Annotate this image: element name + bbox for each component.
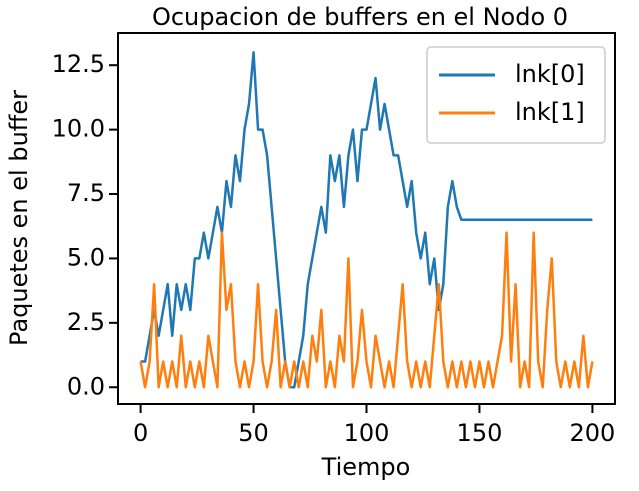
- y-tick-label: 2.5: [67, 308, 105, 336]
- legend-label: lnk[1]: [515, 98, 585, 126]
- x-tick-label: 50: [238, 419, 269, 447]
- x-tick-label: 150: [457, 419, 503, 447]
- y-axis-label: Paquetes en el buffer: [5, 90, 33, 346]
- x-tick-label: 0: [133, 419, 148, 447]
- line-series: [140, 51, 593, 389]
- y-tick-label: 10.0: [52, 115, 105, 143]
- x-tick-label: 100: [344, 419, 390, 447]
- plot-frame: [117, 32, 616, 405]
- chart-title: Ocupacion de buffers en el Nodo 0: [152, 3, 568, 31]
- y-tick-label: 0.0: [67, 372, 105, 400]
- y-tick-label: 12.5: [52, 50, 105, 78]
- y-tick-label: 7.5: [67, 179, 105, 207]
- y-tick-label: 5.0: [67, 243, 105, 271]
- legend-box: [426, 46, 606, 144]
- line-series: [139, 231, 594, 389]
- x-axis-label: Tiempo: [321, 453, 411, 481]
- x-tick-label: 200: [570, 419, 616, 447]
- legend-label: lnk[0]: [515, 60, 585, 88]
